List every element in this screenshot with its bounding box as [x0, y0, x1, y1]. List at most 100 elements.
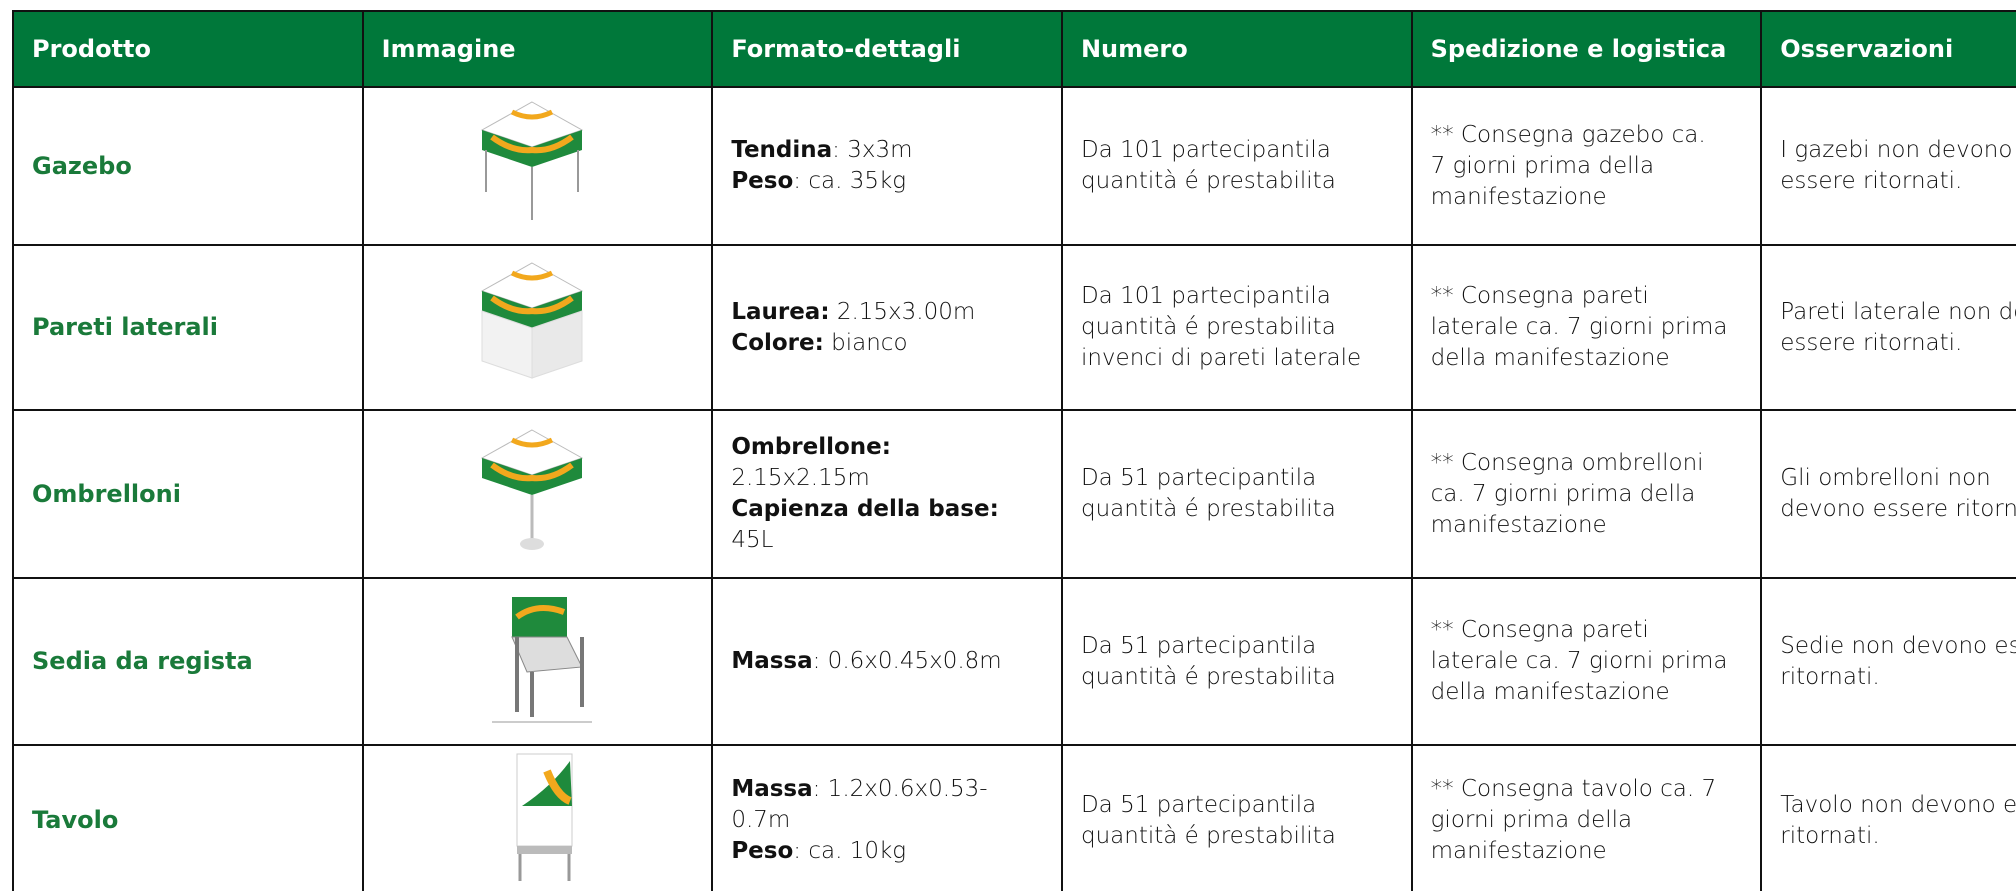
product-table: Prodotto Immagine Formato-dettagli Numero Sp…: [12, 10, 2016, 891]
column-header: Prodotto: [12, 10, 364, 88]
text-line: laterale ca. 7 giorni prima: [1430, 648, 1728, 674]
numero-cell: Da 51 partecipantila quantità é prestabil…: [1060, 409, 1413, 579]
detail-line: Massa: 1.2x0.6x0.53-: [731, 774, 1043, 805]
numero-cell: Da 101 partecipantila quantità é prestabi…: [1060, 86, 1413, 246]
product-image: [361, 244, 714, 411]
detail-value: 0.7m: [731, 807, 791, 833]
osservazioni-cell: Pareti laterale non devono essere ritorna…: [1760, 244, 2016, 411]
numero-cell: Da 51 partecipantila quantità é prestabil…: [1060, 744, 1413, 891]
detail-line: Peso: ca. 35kg: [731, 166, 1043, 197]
details-cell: Massa: 1.2x0.6x0.53- 0.7m Peso: ca. 10kg: [711, 744, 1063, 891]
text-line: ** Consegna gazebo ca.: [1430, 121, 1706, 148]
column-header: Osservazioni: [1760, 10, 2016, 88]
column-header: Numero: [1060, 10, 1413, 88]
detail-value: : 1.2x0.6x0.53-: [812, 776, 988, 802]
text-line: invenci di pareti laterale: [1080, 345, 1362, 371]
text-line: 7 giorni prima della: [1430, 152, 1655, 179]
detail-line: Colore: bianco: [731, 328, 1043, 359]
text-line: Tavolo non devono essere: [1780, 791, 2016, 818]
detail-value: bianco: [823, 329, 908, 356]
detail-value: 2.15x3.00m: [829, 298, 976, 325]
table-row: Gazebo Tendina: 3x3m Peso: ca. 35kg Da 101 …: [12, 86, 2016, 246]
text-line: Da 51 partecipantila: [1080, 465, 1317, 491]
text-line: laterale ca. 7 giorni prima: [1430, 314, 1728, 340]
text-line: essere ritornati.: [1780, 168, 1963, 194]
detail-line: Massa: 0.6x0.45x0.8m: [731, 646, 1043, 677]
text-line: quantità é prestabilita: [1080, 314, 1336, 340]
text-line: devono essere ritornati.: [1780, 496, 2016, 522]
detail-label: Laurea:: [731, 298, 830, 325]
detail-label: Ombrellone:: [731, 434, 891, 460]
detail-value: : ca. 35kg: [793, 168, 907, 194]
text-line: ** Consegna pareti: [1430, 283, 1649, 309]
detail-label: Massa: [731, 648, 813, 674]
text-line: Sedie non devono essere: [1780, 632, 2016, 659]
product-picture: [516, 753, 573, 881]
text-line: giorni prima della: [1430, 807, 1633, 833]
text-line: Gli ombrelloni non: [1780, 465, 1991, 491]
product-name: Gazebo: [12, 86, 364, 246]
detail-line: 2.15x2.15m: [731, 463, 1043, 494]
detail-label: Colore:: [731, 329, 824, 356]
product-name: Pareti laterali: [12, 244, 364, 411]
osservazioni-cell: Tavolo non devono essere ritornati.: [1760, 744, 2016, 891]
detail-label: Tendina: [731, 137, 833, 163]
text-line: manifestazione: [1430, 838, 1607, 864]
table-row: Pareti laterali Laurea: 2.15x3.00m Colore:…: [12, 244, 2016, 411]
product-picture: [492, 597, 593, 723]
table-row: Sedia da regista Massa: 0.6x0.45x0.8m Da 5…: [12, 577, 2016, 746]
product-picture: [481, 428, 584, 550]
product-name: Sedia da regista: [12, 577, 364, 746]
numero-cell: Da 51 partecipantila quantità é prestabil…: [1060, 577, 1413, 746]
detail-value: 45L: [731, 527, 774, 553]
table-row: Ombrelloni Ombrellone: 2.15x2.15m Capienza …: [12, 409, 2016, 579]
spedizione-cell: ** Consegna pareti laterale ca. 7 giorni …: [1410, 244, 1763, 411]
detail-line: Tendina: 3x3m: [731, 135, 1043, 166]
detail-line: 45L: [731, 525, 1043, 556]
numero-cell: Da 101 partecipantila quantità é prestabi…: [1060, 244, 1413, 411]
text-line: Pareti laterale non devono: [1780, 298, 2016, 325]
detail-line: Laurea: 2.15x3.00m: [731, 297, 1043, 328]
text-line: Da 51 partecipantila: [1080, 791, 1317, 818]
osservazioni-cell: I gazebi non devono essere ritornati.: [1760, 86, 2016, 246]
spedizione-cell: ** Consegna gazebo ca. 7 giorni prima del…: [1410, 86, 1763, 246]
detail-label: Peso: [731, 168, 794, 194]
detail-value: : ca. 10kg: [793, 838, 907, 864]
detail-value: 2.15x2.15m: [731, 465, 870, 491]
text-line: manifestazione: [1430, 183, 1607, 210]
column-header: Formato-dettagli: [711, 10, 1063, 88]
product-image: [361, 86, 714, 246]
column-header: Immagine: [361, 10, 714, 88]
product-image: [361, 409, 714, 579]
product-name: Ombrelloni: [12, 409, 364, 579]
detail-label: Capienza della base:: [731, 496, 999, 522]
details-cell: Laurea: 2.15x3.00m Colore: bianco: [711, 244, 1063, 411]
product-picture: [481, 262, 584, 379]
text-line: quantità é prestabilita: [1080, 168, 1336, 194]
detail-label: Peso: [731, 838, 794, 864]
text-line: Da 101 partecipantila: [1080, 283, 1331, 309]
text-line: manifestazione: [1430, 511, 1607, 538]
details-cell: Massa: 0.6x0.45x0.8m: [711, 577, 1063, 746]
text-line: quantità é prestabilita: [1080, 663, 1336, 690]
column-header: Spedizione e logistica: [1410, 10, 1763, 88]
text-line: ** Consegna pareti: [1430, 617, 1649, 643]
osservazioni-cell: Sedie non devono essere ritornati.: [1760, 577, 2016, 746]
product-image: [361, 577, 714, 746]
text-line: ritornati.: [1780, 822, 1880, 849]
detail-value: : 0.6x0.45x0.8m: [812, 648, 1002, 674]
text-line: ** Consegna ombrelloni: [1430, 449, 1704, 476]
text-line: ritornati.: [1780, 663, 1880, 690]
detail-value: : 3x3m: [832, 137, 913, 163]
detail-line: Ombrellone:: [731, 432, 1043, 463]
text-line: ** Consegna tavolo ca. 7: [1430, 776, 1717, 802]
osservazioni-cell: Gli ombrelloni non devono essere ritornat…: [1760, 409, 2016, 579]
product-image: [361, 744, 714, 891]
text-line: I gazebi non devono: [1780, 137, 2013, 163]
detail-label: Massa: [731, 776, 813, 802]
detail-line: Capienza della base:: [731, 494, 1043, 525]
text-line: quantità é prestabilita: [1080, 822, 1336, 849]
spedizione-cell: ** Consegna tavolo ca. 7 giorni prima del…: [1410, 744, 1763, 891]
